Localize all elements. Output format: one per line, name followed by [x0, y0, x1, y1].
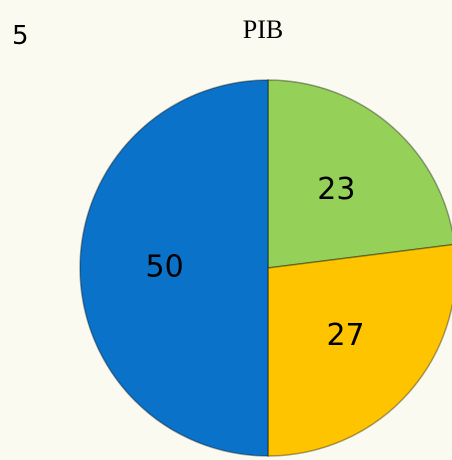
pie-slice: [79, 79, 269, 457]
data-label: 50: [146, 250, 184, 285]
chart-title: PIB: [243, 15, 283, 44]
data-label: 27: [326, 318, 364, 353]
pie-slice: [267, 79, 452, 269]
slide-number: 5: [12, 21, 29, 51]
pie: [79, 79, 452, 457]
pie-slice: [267, 243, 452, 457]
data-label: 23: [317, 172, 355, 207]
